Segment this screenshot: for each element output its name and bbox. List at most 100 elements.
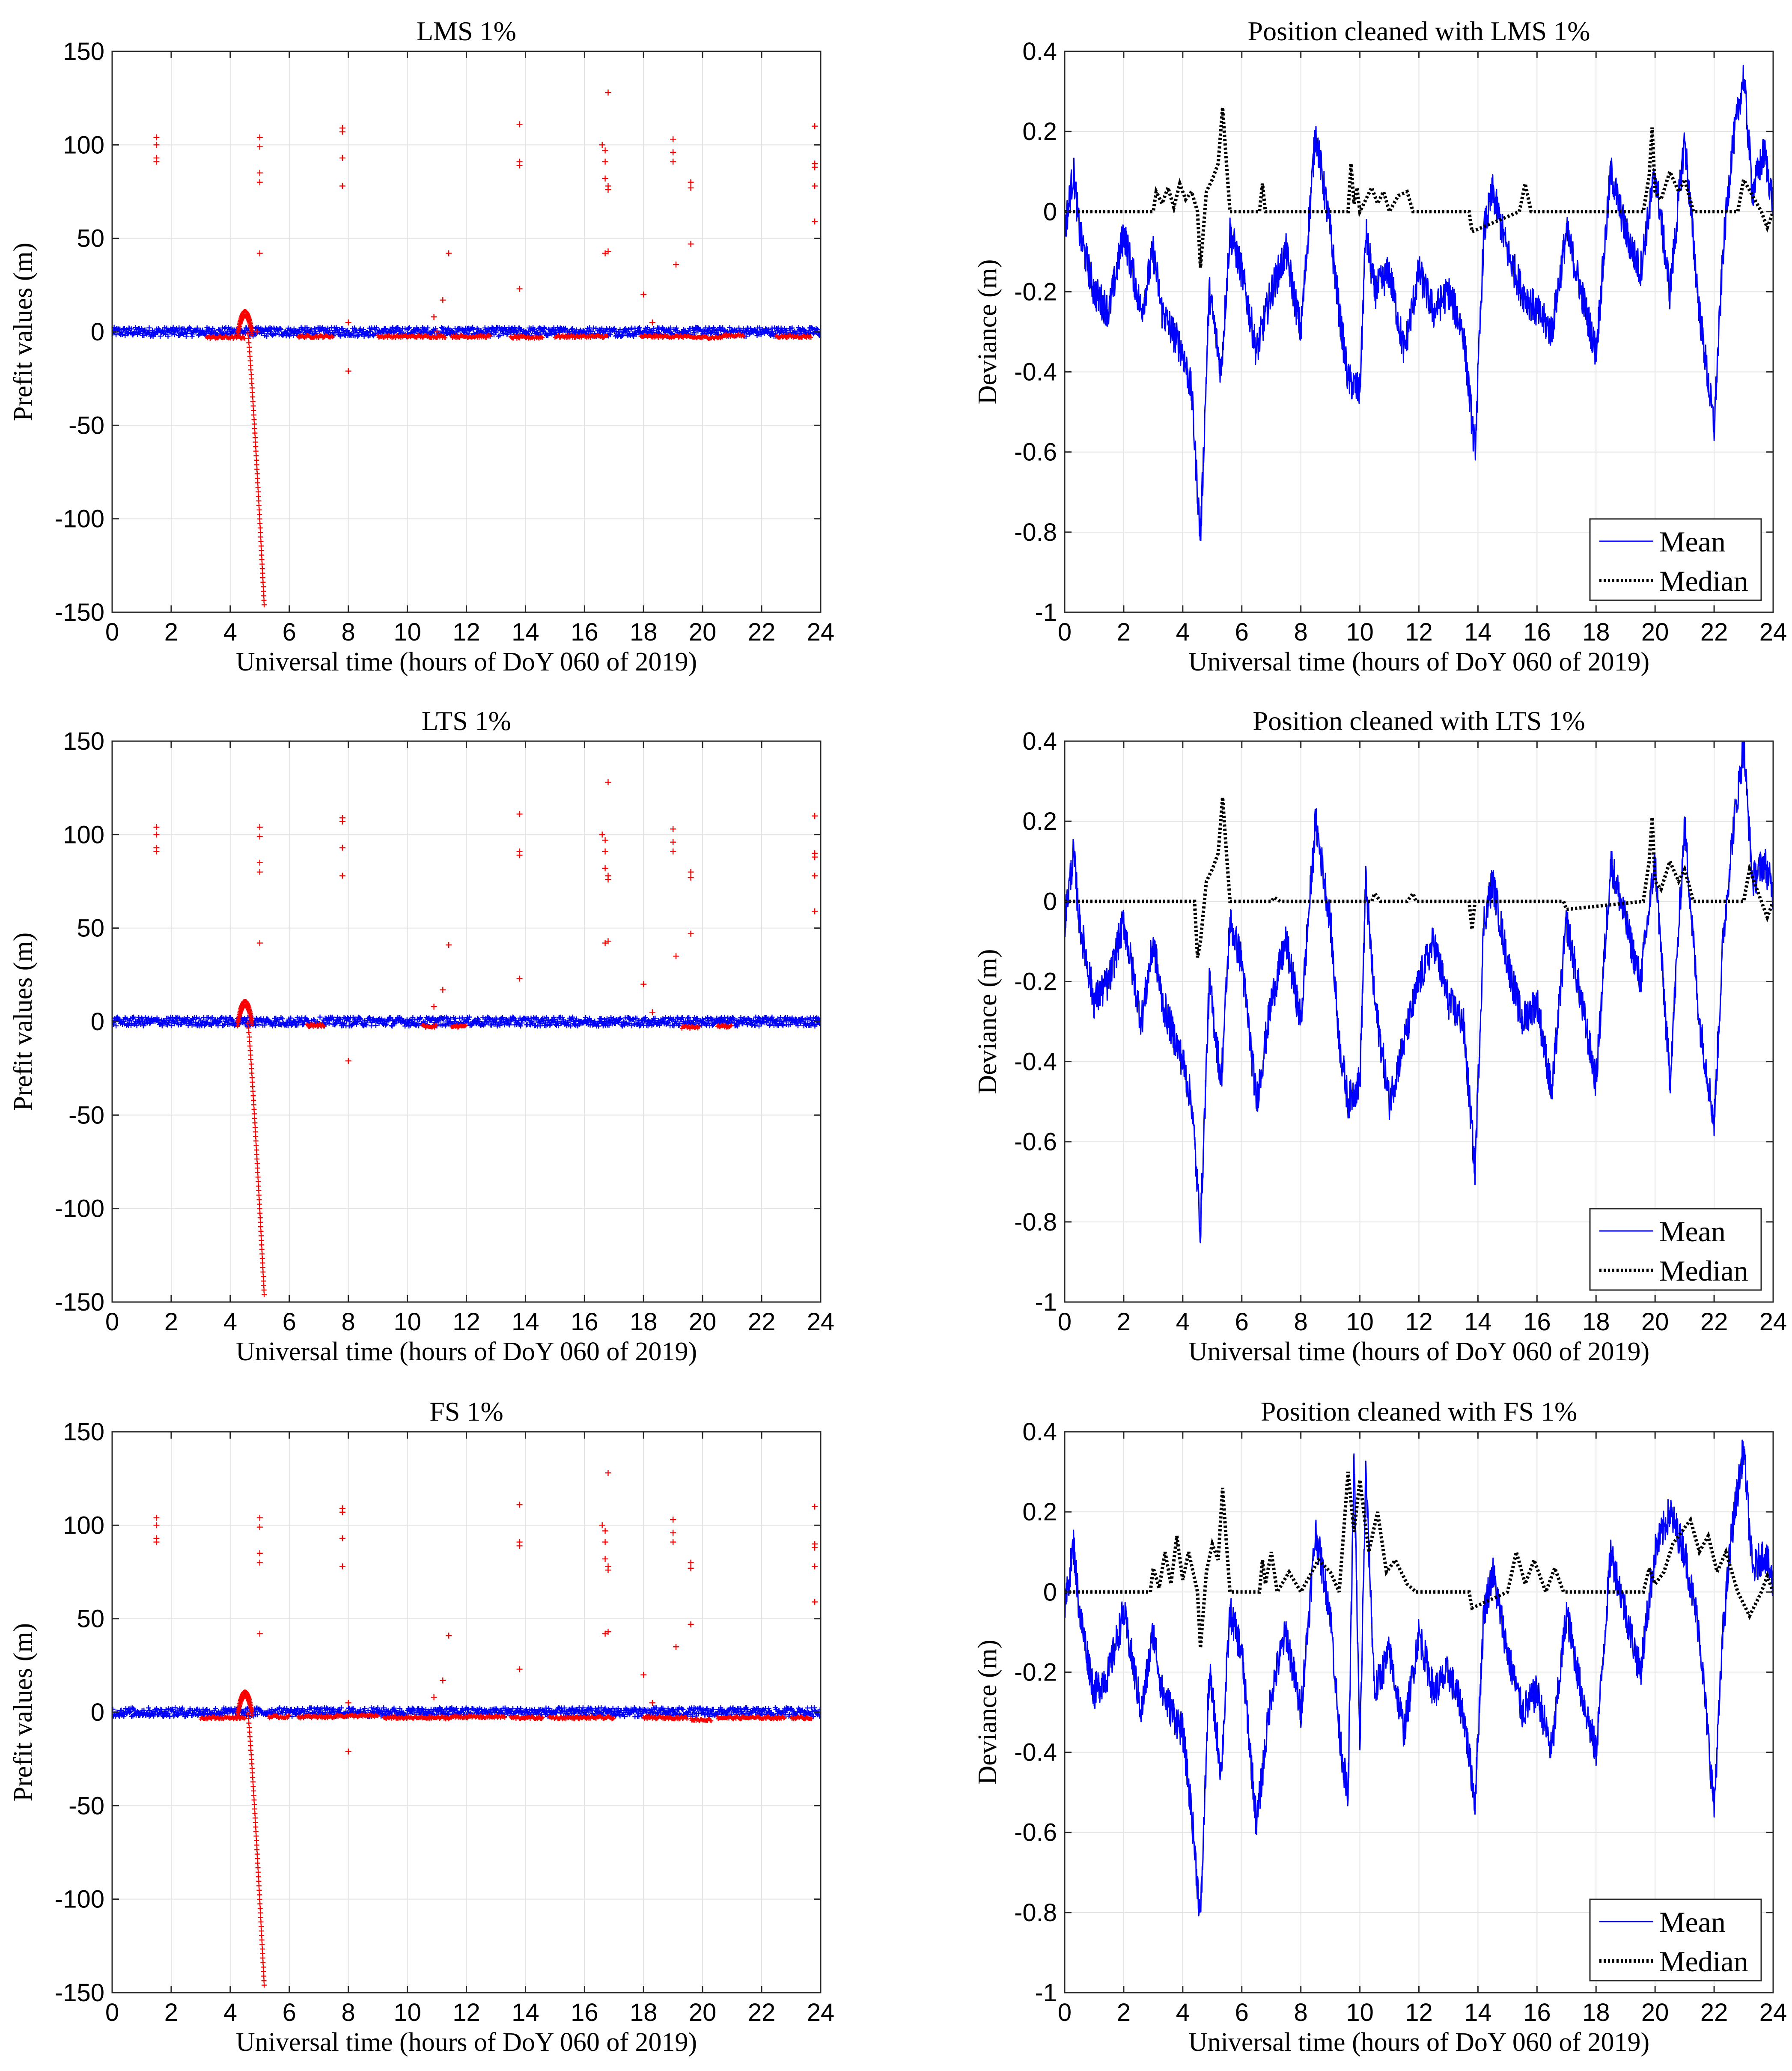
red-outlier xyxy=(688,185,694,191)
y-tick-label: 0 xyxy=(91,1008,104,1036)
blue-point xyxy=(147,1708,152,1713)
red-point xyxy=(330,335,335,340)
y-tick-label: -50 xyxy=(68,411,104,439)
blue-point xyxy=(738,328,744,333)
x-tick-label: 8 xyxy=(342,618,355,646)
blue-point xyxy=(620,333,625,338)
blue-point xyxy=(141,333,147,338)
blue-point xyxy=(735,1023,740,1029)
red-outlier xyxy=(516,286,523,292)
x-tick-label: 18 xyxy=(630,1308,658,1336)
blue-point xyxy=(707,325,712,331)
blue-point xyxy=(369,1023,374,1028)
red-outlier xyxy=(599,831,605,838)
red-point xyxy=(258,530,263,535)
blue-point xyxy=(556,1023,561,1028)
blue-point xyxy=(317,1014,323,1020)
red-outlier xyxy=(345,1058,351,1064)
x-tick-label: 4 xyxy=(223,618,237,646)
blue-point xyxy=(699,1022,704,1028)
blue-point xyxy=(204,1707,210,1713)
red-outlier xyxy=(516,121,523,128)
legend-label: Median xyxy=(1659,1255,1748,1287)
blue-point xyxy=(271,1020,276,1025)
red-outlier xyxy=(670,848,676,855)
blue-point xyxy=(298,1018,304,1023)
red-outlier xyxy=(256,179,263,185)
blue-point xyxy=(768,333,774,338)
x-tick-label: 22 xyxy=(748,1308,776,1336)
red-point xyxy=(247,345,252,350)
blue-point xyxy=(120,332,125,337)
blue-point xyxy=(660,325,665,331)
blue-point xyxy=(364,1022,369,1028)
blue-point xyxy=(259,331,264,336)
blue-point xyxy=(809,1020,814,1026)
red-outlier xyxy=(812,218,818,225)
red-outlier xyxy=(640,981,647,987)
blue-point xyxy=(116,1713,122,1719)
x-tick-label: 6 xyxy=(283,618,296,646)
blue-point xyxy=(139,1015,144,1021)
blue-point xyxy=(129,326,134,332)
blue-point xyxy=(277,1705,283,1710)
red-outlier xyxy=(649,319,655,326)
x-tick-label: 16 xyxy=(1523,618,1551,646)
blue-point xyxy=(487,1016,492,1021)
red-point xyxy=(253,1129,258,1135)
red-point xyxy=(257,525,263,531)
red-outlier xyxy=(812,813,818,819)
red-point xyxy=(251,408,256,413)
blue-point xyxy=(443,1022,449,1027)
blue-point xyxy=(121,1019,127,1024)
blue-point xyxy=(674,325,679,331)
red-point xyxy=(250,1079,255,1085)
blue-point xyxy=(215,1023,221,1028)
blue-point xyxy=(256,1022,262,1027)
blue-point xyxy=(731,1016,736,1021)
blue-point xyxy=(143,1015,148,1020)
blue-point xyxy=(557,330,563,335)
blue-point xyxy=(329,325,334,330)
red-outlier xyxy=(153,848,160,855)
blue-point xyxy=(288,1015,294,1021)
blue-point xyxy=(489,1022,494,1028)
x-tick-label: 24 xyxy=(1759,618,1787,646)
red-point xyxy=(253,1143,259,1148)
blue-point xyxy=(134,1023,140,1028)
blue-point xyxy=(176,1711,181,1717)
blue-point xyxy=(497,1023,503,1028)
red-outlier xyxy=(256,833,263,840)
blue-point xyxy=(795,1023,801,1028)
red-point xyxy=(251,412,256,418)
red-point xyxy=(256,1188,262,1193)
red-point xyxy=(249,1075,255,1080)
y-tick-label: -0.6 xyxy=(1014,1128,1057,1156)
red-point xyxy=(247,1043,253,1049)
blue-point xyxy=(173,1705,178,1710)
x-axis-label: Universal time (hours of DoY 060 of 2019… xyxy=(1188,647,1649,676)
y-tick-label: -0.8 xyxy=(1014,518,1057,546)
red-point xyxy=(257,521,263,526)
red-point xyxy=(256,1179,261,1184)
red-point xyxy=(249,385,255,390)
red-point xyxy=(254,1156,260,1162)
red-point xyxy=(255,1165,260,1171)
red-outlier xyxy=(688,241,694,247)
blue-point xyxy=(448,1016,453,1022)
blue-point xyxy=(383,326,388,331)
blue-point xyxy=(345,328,350,333)
red-point xyxy=(251,1097,256,1103)
blue-point xyxy=(535,330,540,335)
blue-point xyxy=(146,325,152,331)
blue-point xyxy=(174,328,180,334)
red-outlier xyxy=(605,938,611,945)
red-point xyxy=(455,1023,459,1028)
blue-point xyxy=(466,1017,471,1022)
blue-point xyxy=(497,332,503,338)
red-point xyxy=(247,1034,252,1040)
red-outlier xyxy=(339,844,345,851)
red-point xyxy=(241,334,245,339)
blue-point xyxy=(311,1017,317,1023)
blue-point xyxy=(694,1016,700,1022)
